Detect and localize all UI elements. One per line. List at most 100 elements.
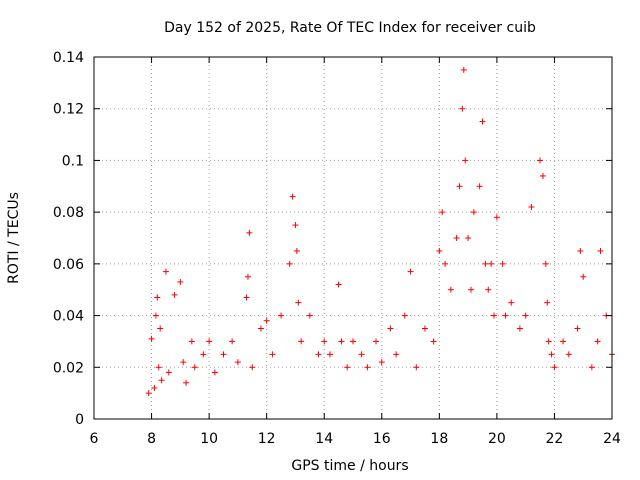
data-point [158,377,165,384]
data-point [542,260,549,267]
data-point [229,338,236,345]
data-point [157,325,164,332]
data-point [462,157,469,164]
y-tick-label: 0 [75,412,84,428]
data-point [234,359,241,366]
data-point [413,364,420,371]
data-point [145,390,152,397]
data-point [246,229,253,236]
data-point [292,222,299,229]
data-point [289,193,296,200]
data-point [269,351,276,358]
data-point [548,351,555,358]
x-axis-ticks: 6 8 10 12 14 16 18 20 22 24 [90,57,621,447]
data-point [467,286,474,293]
data-point [350,338,356,345]
data-point [378,359,385,366]
data-point [180,359,187,366]
data-point [453,235,460,241]
x-axis-label: GPS time / hours [291,458,408,474]
data-point [154,294,161,301]
data-point [447,286,454,293]
data-point [401,312,408,319]
data-point [565,351,572,358]
data-point [344,364,351,371]
data-point [577,247,584,254]
y-tick-label: 0.04 [53,309,84,325]
data-point [364,364,371,371]
data-point [479,118,486,125]
data-point [306,312,313,319]
x-tick-label: 14 [315,431,333,447]
data-point [321,338,328,345]
data-point [470,209,477,216]
x-tick-label: 24 [603,431,621,447]
data-point [439,209,446,216]
data-point [244,273,251,280]
data-point [211,369,218,376]
data-point [597,247,604,254]
chart-title: Day 152 of 2025, Rate Of TEC Index for r… [164,20,536,36]
x-tick-label: 10 [200,431,218,447]
y-tick-label: 0.02 [53,360,84,376]
y-tick-label: 0.08 [53,205,84,221]
data-point [560,338,567,345]
data-point [335,281,342,288]
data-point [220,351,227,358]
y-axis-label: ROTI / TECUs [6,192,22,284]
data-point [460,66,467,73]
data-point [522,312,529,319]
data-point [243,294,250,301]
data-point [263,317,270,324]
data-point [293,247,300,254]
data-point [476,183,483,190]
data-point [574,325,581,332]
data-point [151,384,158,391]
data-point [499,260,506,267]
data-point [358,351,365,358]
data-point [491,312,498,319]
data-point [152,312,159,319]
y-tick-label: 0.06 [53,257,84,273]
data-point [502,312,509,319]
data-point [315,351,322,358]
data-point [588,364,595,371]
data-point [488,260,495,267]
data-point [162,268,169,275]
data-point [580,273,587,280]
data-point [436,247,443,254]
data-point [545,338,552,345]
data-point [188,338,195,345]
data-point [249,364,256,371]
data-point [456,183,463,190]
data-point [257,325,264,332]
x-tick-label: 22 [546,431,564,447]
plot-frame [93,56,613,420]
data-point [295,299,302,306]
data-point [298,338,305,345]
data-point [278,312,285,319]
y-tick-label: 0.14 [53,50,84,66]
x-tick-label: 12 [258,431,276,447]
data-point [387,325,394,332]
data-point [594,338,601,345]
data-point [551,364,558,371]
data-point [465,235,472,241]
data-point [191,364,198,371]
data-point [171,291,178,298]
data-point [430,338,437,345]
y-tick-label: 0.1 [62,153,84,169]
data-point [286,260,293,267]
data-point [338,338,345,345]
data-point [148,335,155,342]
data-point [165,369,172,376]
data-point [528,203,535,210]
x-tick-label: 16 [373,431,391,447]
data-point [537,157,544,164]
data-points [145,66,615,397]
data-point [459,105,466,112]
data-point [485,286,492,293]
x-tick-label: 20 [488,431,506,447]
y-tick-label: 0.12 [53,102,84,118]
